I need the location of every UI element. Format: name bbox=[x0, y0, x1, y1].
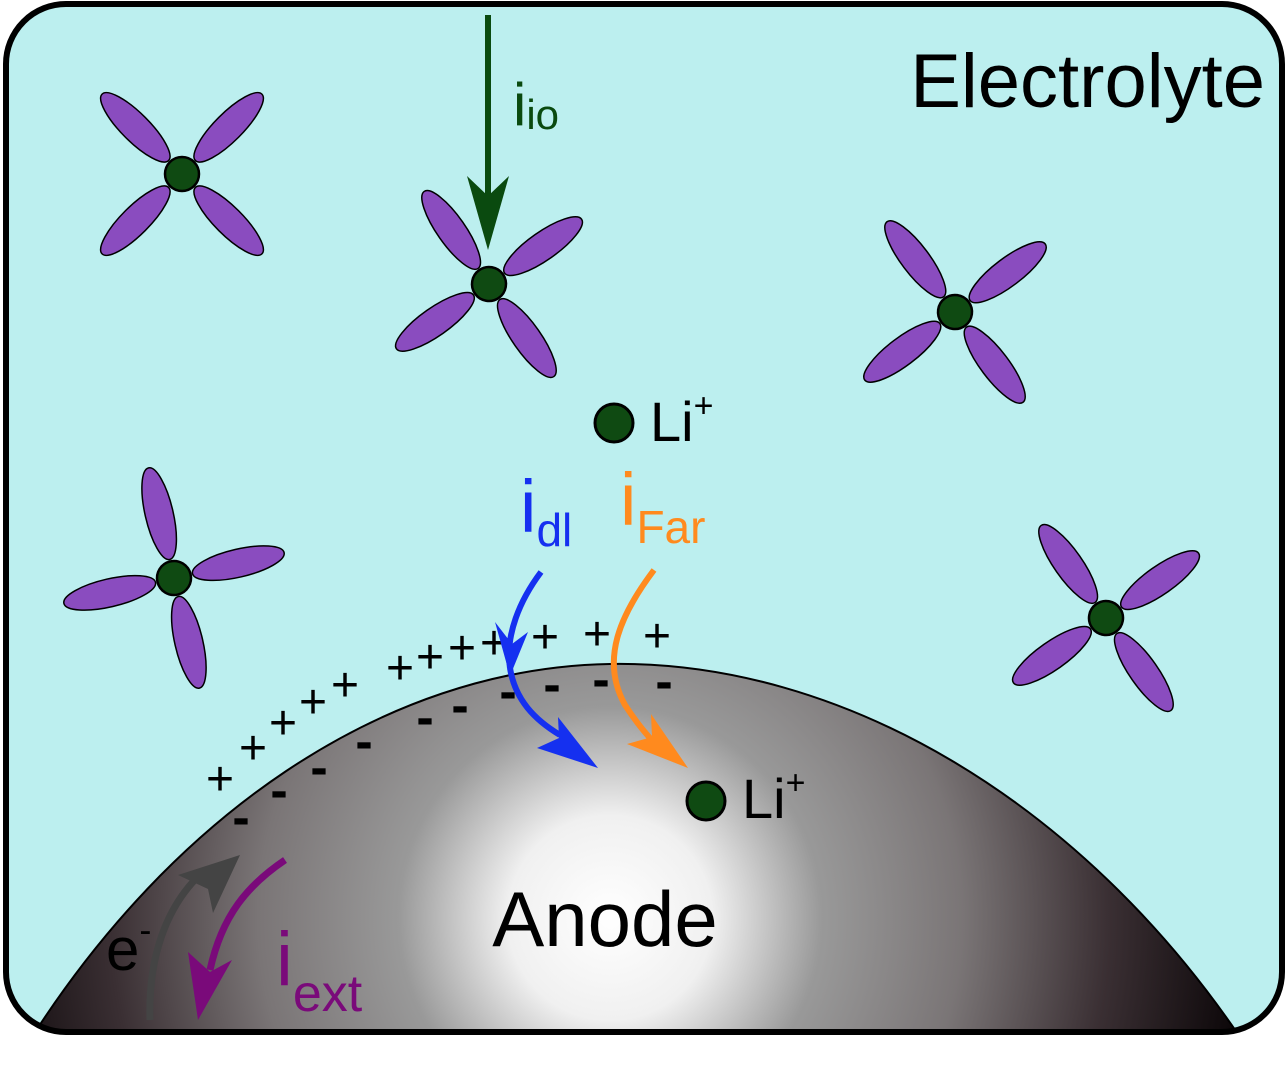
anode-body bbox=[28, 662, 1244, 1032]
li-ion-upper bbox=[593, 402, 635, 444]
i-io-arrow bbox=[467, 15, 509, 250]
double-layer-plus: + + + + + + + + + + + + bbox=[206, 608, 671, 806]
svg-text:+: + bbox=[299, 676, 327, 729]
electron-label: e- bbox=[106, 909, 151, 983]
electrolyte-label: Electrolyte bbox=[910, 39, 1265, 124]
svg-text:-: - bbox=[416, 689, 433, 747]
svg-text:-: - bbox=[592, 651, 609, 709]
i-ext-label: iext bbox=[276, 917, 363, 1023]
svg-text:-: - bbox=[355, 713, 372, 771]
svg-text:+: + bbox=[583, 608, 611, 661]
li-ion-upper-label: Li+ bbox=[650, 387, 713, 453]
i-dl-label: idl bbox=[520, 465, 572, 556]
svg-text:-: - bbox=[451, 677, 468, 735]
svg-text:+: + bbox=[269, 697, 297, 750]
double-layer-minus: - - - - - - - - - - bbox=[232, 651, 672, 847]
svg-text:-: - bbox=[310, 739, 327, 797]
svg-text:+: + bbox=[386, 642, 414, 695]
svg-text:+: + bbox=[643, 610, 671, 663]
svg-text:+: + bbox=[531, 611, 559, 664]
svg-text:+: + bbox=[239, 722, 267, 775]
li-ion-lower-label: Li+ bbox=[742, 764, 805, 830]
i-ext-arrow bbox=[188, 857, 287, 1020]
svg-text:+: + bbox=[448, 622, 476, 675]
svg-text:-: - bbox=[543, 656, 560, 714]
anode-label: Anode bbox=[492, 875, 718, 963]
svg-text:+: + bbox=[206, 753, 234, 806]
i-dl-arrow bbox=[495, 570, 598, 768]
i-io-label: iio bbox=[513, 71, 559, 138]
svg-text:-: - bbox=[232, 789, 249, 847]
svg-text:-: - bbox=[270, 762, 287, 820]
svg-text:+: + bbox=[331, 659, 359, 712]
electron-arrow bbox=[146, 855, 240, 1021]
svg-text:-: - bbox=[655, 653, 672, 711]
i-far-arrow bbox=[610, 568, 688, 768]
svg-text:+: + bbox=[416, 631, 444, 684]
i-far-label: iFar bbox=[620, 458, 705, 553]
outer-border bbox=[3, 1, 1285, 1035]
li-ion-lower bbox=[685, 780, 727, 822]
